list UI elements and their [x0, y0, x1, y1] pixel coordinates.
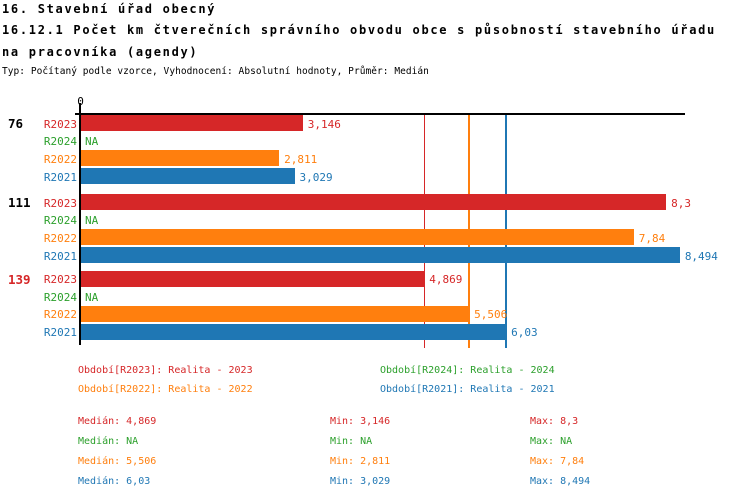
bar	[81, 168, 295, 185]
series-row-label: R2022	[43, 231, 77, 245]
bar	[81, 194, 667, 210]
stat-min: Min: 2,811	[330, 456, 391, 467]
bar	[81, 247, 680, 264]
series-row-label: R2022	[43, 152, 77, 166]
stat-median: Medián: 6,03	[78, 476, 151, 487]
group-label: 76	[8, 116, 24, 131]
y-axis-line	[78, 103, 81, 345]
bar-na-label: NA	[85, 290, 99, 304]
series-row-label: R2022	[43, 308, 77, 322]
stat-max: Max: NA	[530, 436, 573, 447]
series-row-label: R2021	[43, 326, 77, 340]
bar-value-label: 4,869	[429, 273, 463, 286]
series-row-label: R2024	[43, 214, 77, 228]
group-label: 139	[8, 271, 31, 287]
x-axis-top-rule	[75, 113, 685, 115]
legend-entry: Období[R2023]: Realita - 2023	[78, 365, 253, 376]
legend-entry: Období[R2022]: Realita - 2022	[78, 384, 253, 395]
page-meta-info: Typ: Počítaný podle vzorce, Vyhodnocení:…	[2, 66, 429, 77]
bar-value-label: 2,811	[284, 152, 318, 166]
series-row-label: R2023	[43, 196, 77, 210]
bar-value-label: 5,506	[474, 308, 508, 322]
series-row-label: R2023	[43, 117, 77, 131]
bar	[81, 270, 425, 287]
bar	[81, 229, 634, 246]
bar	[81, 305, 470, 322]
bar-value-label: 8,494	[684, 249, 718, 263]
page-subtitle-line1: 16.12.1 Počet km čtverečních správního o…	[2, 23, 716, 37]
bar-na-label: NA	[85, 135, 99, 149]
group-label: 111	[8, 195, 31, 210]
series-row-label: R2021	[43, 170, 77, 184]
stat-median: Medián: NA	[78, 436, 139, 447]
stat-min: Min: 3,029	[330, 476, 391, 487]
stat-max: Max: 8,3	[530, 416, 579, 427]
bar	[81, 150, 280, 167]
stat-median: Medián: 4,869	[78, 416, 157, 427]
bar	[81, 115, 303, 131]
bar-na-label: NA	[85, 214, 99, 228]
series-row-label: R2023	[43, 273, 77, 286]
page-title: 16. Stavební úřad obecný	[2, 2, 217, 16]
series-row-label: R2021	[43, 249, 77, 263]
stat-min: Min: NA	[330, 436, 373, 447]
stat-max: Max: 7,84	[530, 456, 585, 467]
stat-min: Min: 3,146	[330, 416, 391, 427]
stat-median: Medián: 5,506	[78, 456, 157, 467]
series-row-label: R2024	[43, 135, 77, 149]
bar-value-label: 3,146	[307, 117, 341, 131]
legend-entry: Období[R2021]: Realita - 2021	[380, 384, 555, 395]
bar-value-label: 6,03	[511, 326, 538, 340]
legend-entry: Období[R2024]: Realita - 2024	[380, 365, 555, 376]
bar-value-label: 7,84	[638, 231, 666, 245]
bar	[81, 323, 507, 340]
bar-value-label: 8,3	[671, 196, 692, 210]
bar-value-label: 3,029	[299, 170, 333, 184]
series-row-label: R2024	[43, 290, 77, 304]
stat-max: Max: 8,494	[530, 476, 591, 487]
page-subtitle-line2: na pracovníka (agendy)	[2, 45, 199, 59]
x-axis-zero-tick-label: 0	[77, 95, 84, 108]
